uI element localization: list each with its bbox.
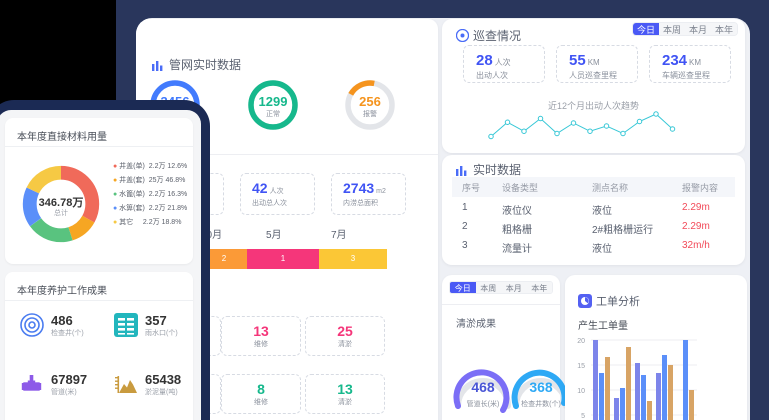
- svg-text:10: 10: [577, 388, 585, 395]
- svg-text:15: 15: [577, 363, 585, 370]
- svg-text:5: 5: [581, 413, 585, 420]
- svg-text:20: 20: [577, 338, 585, 345]
